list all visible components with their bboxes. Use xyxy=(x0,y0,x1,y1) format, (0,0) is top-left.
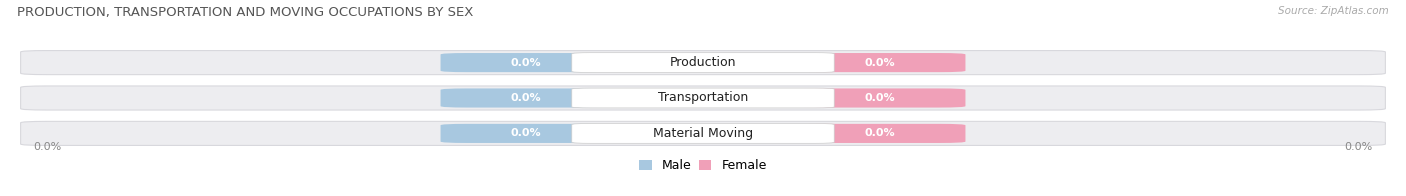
FancyBboxPatch shape xyxy=(572,123,834,143)
Text: PRODUCTION, TRANSPORTATION AND MOVING OCCUPATIONS BY SEX: PRODUCTION, TRANSPORTATION AND MOVING OC… xyxy=(17,6,474,19)
Text: Transportation: Transportation xyxy=(658,92,748,104)
Text: Material Moving: Material Moving xyxy=(652,127,754,140)
FancyBboxPatch shape xyxy=(440,53,612,72)
Text: 0.0%: 0.0% xyxy=(510,128,541,138)
FancyBboxPatch shape xyxy=(21,86,1385,110)
Text: 0.0%: 0.0% xyxy=(1344,142,1372,152)
FancyBboxPatch shape xyxy=(794,53,966,72)
FancyBboxPatch shape xyxy=(21,51,1385,75)
Text: 0.0%: 0.0% xyxy=(34,142,62,152)
Text: 0.0%: 0.0% xyxy=(865,93,896,103)
Text: Source: ZipAtlas.com: Source: ZipAtlas.com xyxy=(1278,6,1389,16)
Text: 0.0%: 0.0% xyxy=(510,58,541,68)
FancyBboxPatch shape xyxy=(572,88,834,108)
FancyBboxPatch shape xyxy=(21,121,1385,145)
Text: 0.0%: 0.0% xyxy=(865,58,896,68)
Text: 0.0%: 0.0% xyxy=(865,128,896,138)
FancyBboxPatch shape xyxy=(440,124,612,143)
Text: 0.0%: 0.0% xyxy=(510,93,541,103)
FancyBboxPatch shape xyxy=(572,53,834,73)
Legend: Male, Female: Male, Female xyxy=(634,154,772,177)
FancyBboxPatch shape xyxy=(794,124,966,143)
Text: Production: Production xyxy=(669,56,737,69)
FancyBboxPatch shape xyxy=(794,88,966,108)
FancyBboxPatch shape xyxy=(440,88,612,108)
